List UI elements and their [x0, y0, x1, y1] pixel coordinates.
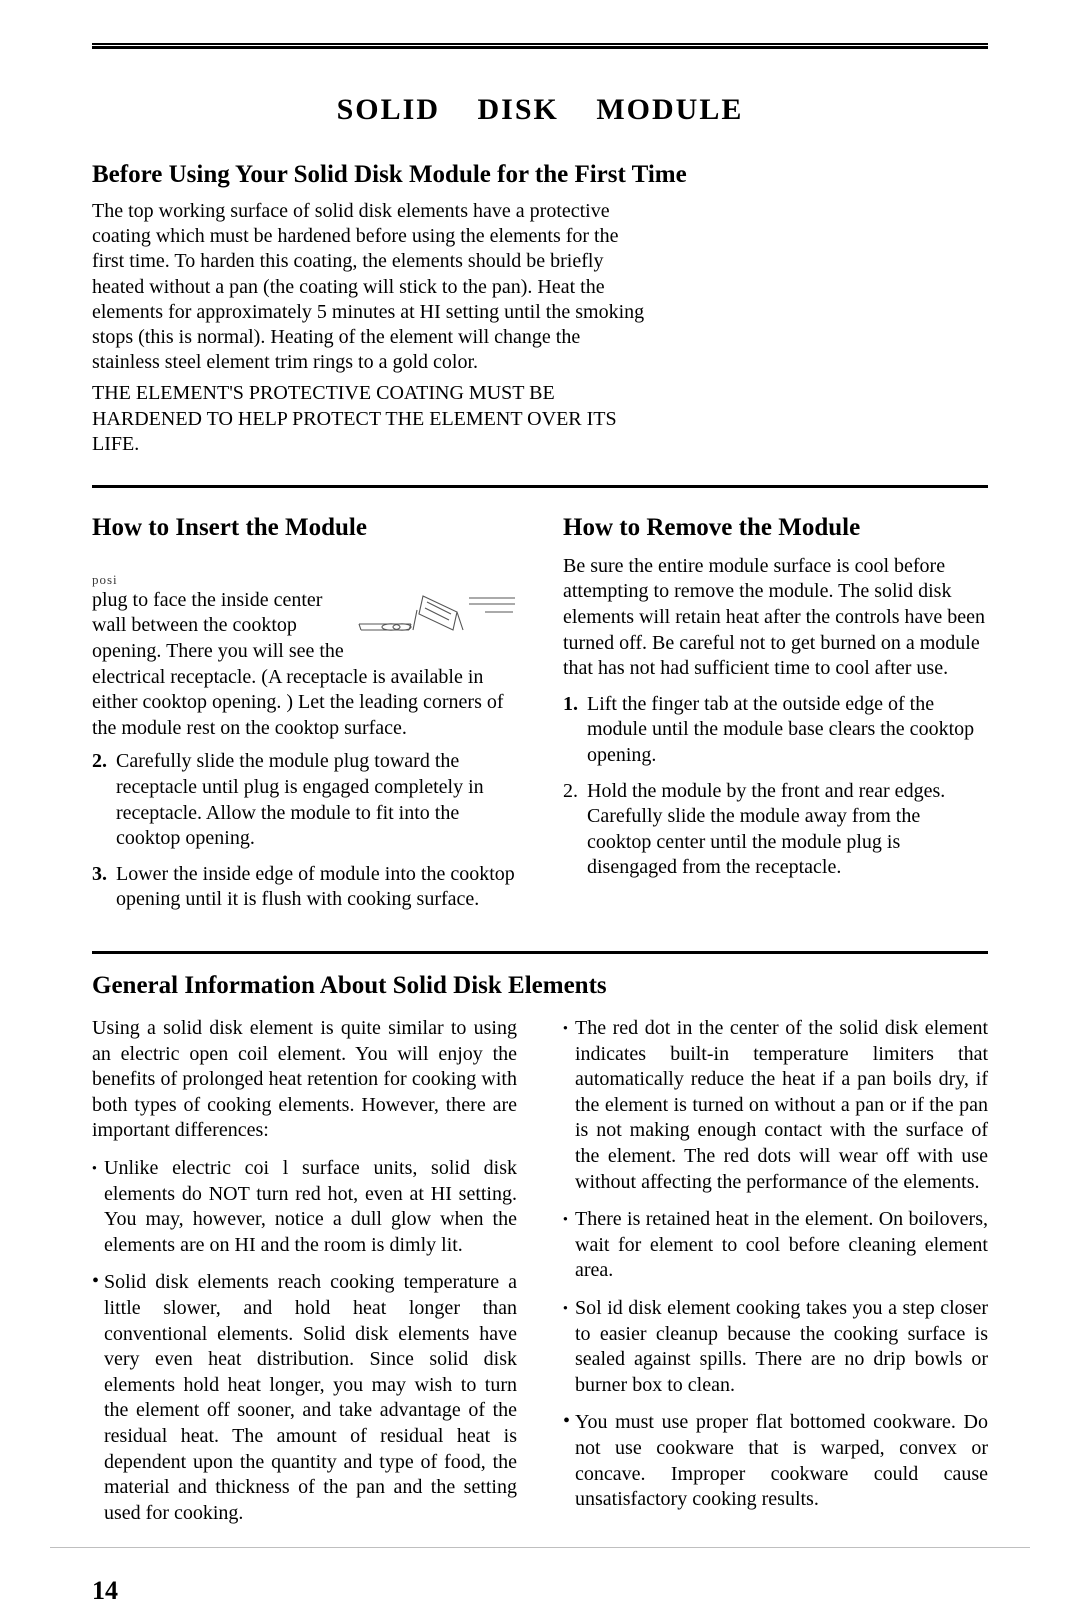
step-text: Hold the module by the front and rear ed… — [587, 779, 988, 881]
rule-1 — [92, 485, 988, 488]
general-heading: General Information About Solid Disk Ele… — [92, 972, 988, 1000]
before-heading: Before Using Your Solid Disk Module for … — [92, 161, 988, 189]
insert-steps: 2. Carefully slide the module plug towar… — [92, 749, 517, 913]
page-title: SOLID DISK MODULE — [92, 93, 988, 127]
general-left: Using a solid disk element is quite simi… — [92, 1012, 517, 1538]
general-left-list: Unlike electric coi l surface units, sol… — [92, 1156, 517, 1526]
bullet-item: You must use proper flat bottomed cookwa… — [563, 1410, 988, 1512]
remove-step: 1. Lift the finger tab at the outside ed… — [563, 692, 988, 769]
general-right-list: The red dot in the center of the solid d… — [563, 1016, 988, 1513]
step-number: 1. — [563, 692, 581, 769]
insert-body: posi — [92, 572, 517, 742]
step-number: 3. — [92, 862, 110, 913]
remove-step: 2. Hold the module by the front and rear… — [563, 779, 988, 881]
page: SOLID DISK MODULE Before Using Your Soli… — [0, 46, 1080, 1606]
bullet-item: The red dot in the center of the solid d… — [563, 1016, 988, 1195]
bullet-item: Sol id disk element cooking takes you a … — [563, 1296, 988, 1398]
step-text: Carefully slide the module plug toward t… — [116, 749, 517, 851]
before-caps: THE ELEMENT'S PROTECTIVE COATING MUST BE… — [92, 381, 652, 457]
insert-step: 2. Carefully slide the module plug towar… — [92, 749, 517, 851]
general-right: The red dot in the center of the solid d… — [563, 1012, 988, 1538]
step-number: 2. — [563, 779, 581, 881]
remove-intro: Be sure the entire module surface is coo… — [563, 554, 988, 682]
remove-steps: 1. Lift the finger tab at the outside ed… — [563, 692, 988, 881]
page-number: 14 — [92, 1576, 988, 1606]
step-text: Lower the inside edge of module into the… — [116, 862, 517, 913]
bullet-item: There is retained heat in the element. O… — [563, 1207, 988, 1284]
bottom-rule — [50, 1547, 1030, 1548]
insert-step: 3. Lower the inside edge of module into … — [92, 862, 517, 913]
remove-heading: How to Remove the Module — [563, 514, 988, 542]
insert-remove-row: How to Insert the Module posi — [92, 502, 988, 923]
bullet-item: Solid disk elements reach cooking temper… — [92, 1270, 517, 1526]
general-intro: Using a solid disk element is quite simi… — [92, 1016, 517, 1144]
remove-col: How to Remove the Module Be sure the ent… — [563, 502, 988, 923]
step-text: Lift the finger tab at the outside edge … — [587, 692, 988, 769]
insert-heading: How to Insert the Module — [92, 514, 517, 542]
general-row: Using a solid disk element is quite simi… — [92, 1012, 988, 1538]
top-rule — [92, 46, 988, 49]
module-illustration-icon — [357, 590, 517, 638]
bullet-item: Unlike electric coi l surface units, sol… — [92, 1156, 517, 1258]
before-para: The top working surface of solid disk el… — [92, 199, 652, 375]
insert-col: How to Insert the Module posi — [92, 502, 517, 923]
step-number: 2. — [92, 749, 110, 851]
rule-2 — [92, 951, 988, 954]
insert-tiny: posi — [92, 572, 517, 588]
